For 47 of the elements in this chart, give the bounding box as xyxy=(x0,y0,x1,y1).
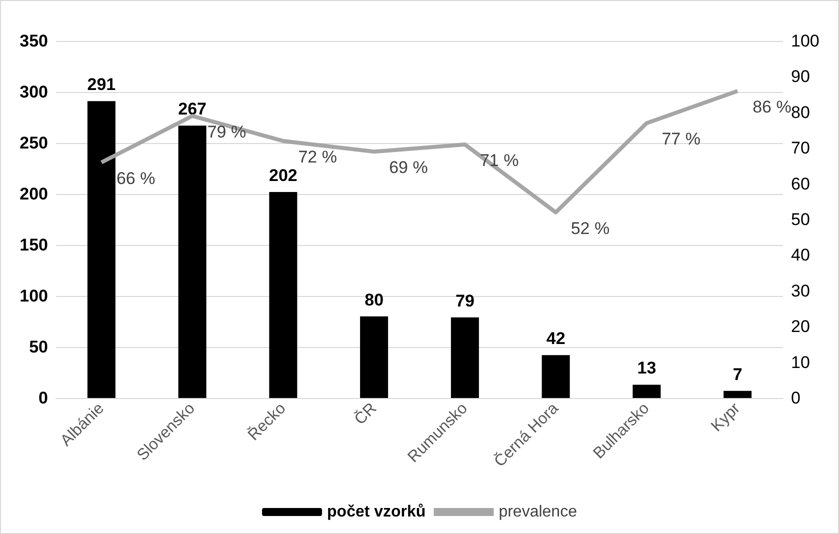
y2-tick-label: 50 xyxy=(791,210,810,229)
legend-label: prevalence xyxy=(498,504,578,520)
data-label: 69 % xyxy=(389,158,428,178)
y2-tick-label: 70 xyxy=(791,138,810,158)
y2-tick-label: 80 xyxy=(791,102,810,122)
bar xyxy=(360,316,388,398)
y2-tick-label: 60 xyxy=(791,174,810,194)
y2-tick-label: 0 xyxy=(791,388,800,408)
y-tick-label: 350 xyxy=(20,32,48,50)
y2-tick-label: 100 xyxy=(791,32,820,50)
bar xyxy=(542,355,570,398)
data-label: 52 % xyxy=(570,218,610,238)
bar xyxy=(724,390,752,398)
y-tick-label: 0 xyxy=(38,388,48,408)
data-label: 66 % xyxy=(116,168,156,188)
y2-tick-label: 90 xyxy=(791,67,810,86)
y-tick-label: 100 xyxy=(20,286,48,306)
y2-tick-label: 20 xyxy=(791,317,810,336)
data-label: 42 xyxy=(546,329,566,348)
data-label: 202 xyxy=(269,166,298,185)
data-label: 80 xyxy=(364,290,384,310)
line-series xyxy=(99,88,740,214)
legend-label: počet vzorků xyxy=(327,504,426,520)
bar xyxy=(450,317,479,398)
y-tick-label: 150 xyxy=(20,236,48,254)
y2-tick-label: 40 xyxy=(791,246,810,265)
y-tick-label: 250 xyxy=(20,134,48,152)
y-tick-label: 50 xyxy=(29,338,48,356)
data-label: 77 % xyxy=(662,130,700,149)
y-tick-label: 200 xyxy=(20,184,48,204)
y-tick-label: 300 xyxy=(20,82,48,102)
data-label: 267 xyxy=(178,100,206,119)
bar xyxy=(269,192,298,398)
x-tick-label: ČR xyxy=(351,399,380,428)
y2-tick-label: 10 xyxy=(791,352,810,372)
bar xyxy=(178,126,206,398)
bar xyxy=(632,384,661,398)
data-label: 291 xyxy=(87,75,116,94)
data-label: 72 % xyxy=(298,147,337,166)
data-label: 86 % xyxy=(752,97,792,116)
data-label: 13 xyxy=(637,358,656,378)
y2-tick-label: 30 xyxy=(791,281,810,300)
data-label: 79 xyxy=(455,291,474,310)
data-label: 71 % xyxy=(480,151,519,170)
data-label: 7 xyxy=(732,364,742,384)
bar xyxy=(87,101,116,398)
data-label: 79 % xyxy=(207,122,246,142)
